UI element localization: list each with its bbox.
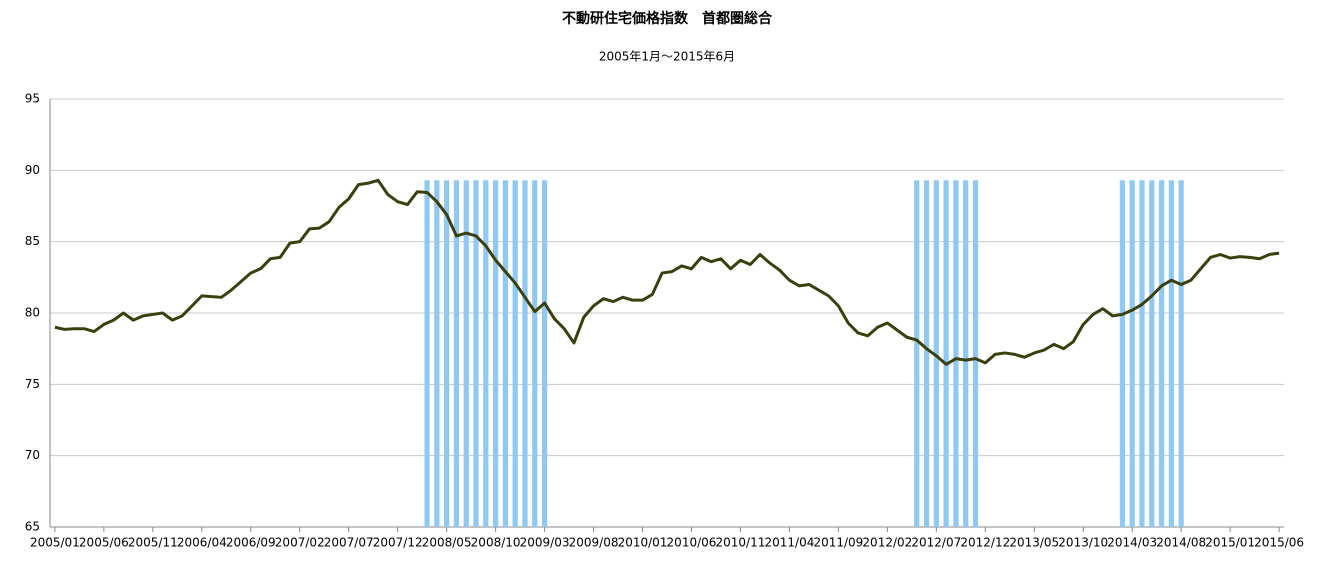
bar (963, 180, 969, 527)
x-tick-label: 2006/09 (226, 536, 276, 550)
x-tick-label: 2009/03 (520, 536, 570, 550)
bar (943, 180, 949, 527)
y-tick-label: 85 (25, 234, 40, 248)
bar (933, 180, 939, 527)
bar (1168, 180, 1174, 527)
chart-title: 不動研住宅価格指数 首都圏総合 (562, 10, 773, 27)
bar (1158, 180, 1165, 527)
bar (512, 180, 518, 527)
bar (532, 180, 538, 527)
x-tick-label: 2008/10 (471, 536, 521, 550)
bar (473, 180, 479, 527)
line (54, 178, 1280, 366)
x-tick-label: 2005/11 (128, 536, 178, 550)
x-tick-label: 2011/09 (813, 536, 863, 550)
x-tick-label: 2006/04 (177, 536, 227, 550)
x-tick-label: 2007/07 (324, 536, 374, 550)
y-tick-label: 70 (25, 448, 40, 462)
bar (1139, 180, 1145, 527)
x-tick-label: 2010/01 (618, 536, 668, 550)
x-tick-label: 2010/06 (667, 536, 717, 550)
bar (1178, 180, 1184, 527)
bar (522, 180, 528, 527)
bar (424, 180, 430, 527)
x-tick-label: 2007/12 (373, 536, 423, 550)
y-tick-label: 75 (25, 377, 40, 391)
x-tick-label: 2010/11 (716, 536, 766, 550)
x-tick-label: 2014/08 (1156, 536, 1206, 550)
x-tick-label: 2013/10 (1058, 536, 1108, 550)
y-tick-label: 65 (25, 520, 40, 534)
bar (453, 180, 460, 527)
chart-subtitle: 2005年1月～2015年6月 (599, 50, 735, 64)
bar (1149, 180, 1155, 527)
x-tick-label: 2015/06 (1254, 536, 1304, 550)
bar (1119, 180, 1126, 527)
bar (1129, 180, 1135, 527)
bar (914, 180, 920, 527)
bar (463, 180, 469, 527)
bar (493, 180, 499, 527)
bar (483, 180, 489, 527)
bar (434, 180, 440, 527)
x-tick-label: 2011/04 (764, 536, 814, 550)
bar (444, 180, 450, 527)
x-tick-label: 2005/01 (30, 536, 80, 550)
x-tick-label: 2007/02 (275, 536, 325, 550)
bar (923, 180, 930, 527)
x-tick-label: 2012/02 (862, 536, 912, 550)
bar (972, 180, 979, 527)
y-tick-label: 80 (25, 306, 40, 320)
x-tick-label: 2014/03 (1107, 536, 1157, 550)
x-tick-label: 2013/05 (1009, 536, 1059, 550)
bar (541, 180, 548, 527)
x-tick-label: 2015/01 (1205, 536, 1255, 550)
y-tick-label: 95 (25, 92, 40, 106)
x-tick-label: 2005/06 (79, 536, 129, 550)
x-tick-label: 2009/08 (569, 536, 619, 550)
bar (953, 180, 959, 527)
x-tick-label: 2012/07 (911, 536, 961, 550)
x-tick-label: 2008/05 (422, 536, 472, 550)
bar (502, 180, 509, 527)
y-tick-label: 90 (25, 163, 40, 177)
x-tick-label: 2012/12 (960, 536, 1010, 550)
